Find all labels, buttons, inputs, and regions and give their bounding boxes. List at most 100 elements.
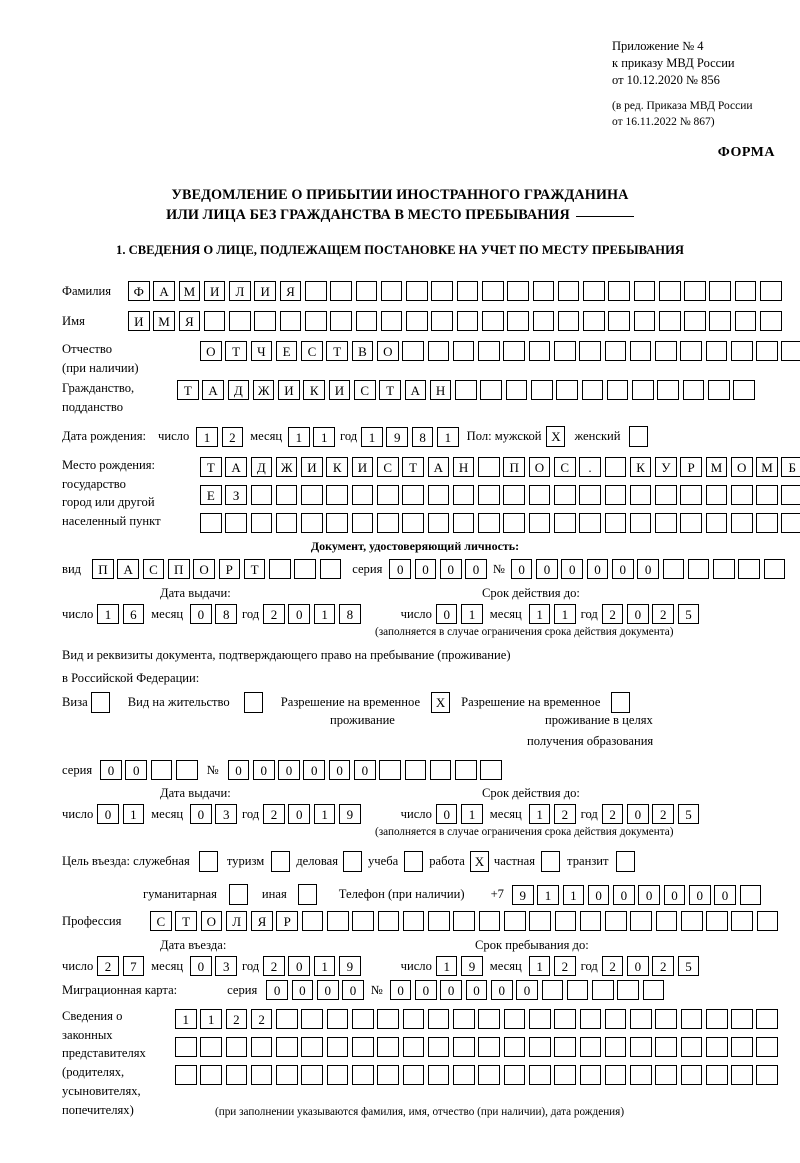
char-box[interactable]: 0 (561, 559, 584, 579)
char-box[interactable]: 2 (263, 956, 285, 976)
char-box[interactable] (326, 1009, 349, 1029)
char-box[interactable]: 1 (554, 604, 576, 624)
char-box[interactable]: 1 (313, 604, 336, 624)
char-box[interactable]: 1 (361, 426, 383, 447)
char-box[interactable] (404, 760, 427, 780)
char-box[interactable] (351, 1009, 374, 1029)
char-box[interactable] (376, 513, 399, 533)
char-box[interactable] (554, 1065, 576, 1085)
char-box[interactable]: И (128, 311, 150, 331)
char-box[interactable]: . (579, 457, 601, 477)
char-box[interactable]: 0 (291, 980, 314, 1000)
char-box[interactable] (301, 513, 323, 533)
char-box[interactable] (269, 559, 291, 579)
char-box[interactable] (554, 911, 577, 931)
char-box[interactable]: 1 (562, 884, 585, 905)
char-box[interactable] (604, 457, 627, 477)
char-box[interactable] (301, 1037, 323, 1057)
char-box[interactable] (705, 1037, 728, 1057)
char-box[interactable]: Р (218, 559, 241, 579)
char-box[interactable] (503, 1037, 526, 1057)
char-box[interactable]: 6 (122, 604, 145, 624)
char-box[interactable]: 2 (250, 1009, 273, 1029)
char-box[interactable]: 0 (435, 604, 458, 624)
char-box[interactable] (478, 1065, 500, 1085)
char-box[interactable]: Т (243, 559, 266, 579)
char-box[interactable] (655, 341, 677, 361)
char-box[interactable] (402, 485, 424, 505)
char-box[interactable] (150, 760, 173, 780)
char-box[interactable] (781, 485, 800, 505)
char-box[interactable]: 0 (328, 760, 351, 780)
char-box[interactable]: 0 (266, 980, 288, 1000)
char-box[interactable]: 1 (437, 426, 459, 447)
char-box[interactable] (203, 311, 226, 331)
char-box[interactable]: Т (200, 457, 222, 477)
char-box[interactable]: 0 (586, 559, 609, 579)
char-box[interactable]: 2 (652, 804, 674, 824)
char-box[interactable]: С (553, 457, 576, 477)
char-box[interactable]: 0 (536, 559, 558, 579)
char-box[interactable]: 0 (627, 956, 649, 976)
char-box[interactable] (330, 311, 352, 331)
char-box[interactable] (662, 559, 685, 579)
char-box[interactable]: 0 (97, 804, 119, 824)
char-box[interactable]: 1 (97, 604, 119, 624)
char-box[interactable] (452, 485, 475, 505)
char-box[interactable] (731, 1009, 753, 1029)
char-box[interactable] (377, 1065, 399, 1085)
char-box[interactable] (379, 760, 401, 780)
char-box[interactable]: А (117, 559, 139, 579)
purpose-official-checkbox[interactable] (198, 851, 218, 872)
char-box[interactable]: 1 (122, 804, 145, 824)
purpose-other-checkbox[interactable] (297, 884, 317, 905)
char-box[interactable] (507, 281, 529, 301)
char-box[interactable] (377, 1009, 399, 1029)
char-box[interactable] (583, 281, 605, 301)
char-box[interactable]: 0 (440, 980, 462, 1000)
char-box[interactable]: 0 (190, 956, 212, 976)
char-box[interactable] (402, 1009, 425, 1029)
char-box[interactable]: 0 (439, 559, 462, 579)
char-box[interactable] (680, 1009, 703, 1029)
char-box[interactable] (229, 311, 251, 331)
char-box[interactable]: 1 (537, 884, 559, 905)
char-box[interactable]: 9 (339, 956, 361, 976)
char-box[interactable] (503, 1065, 526, 1085)
char-box[interactable] (301, 485, 323, 505)
purpose-tourism-checkbox[interactable] (271, 851, 291, 872)
char-box[interactable] (427, 341, 450, 361)
char-box[interactable]: 2 (263, 804, 285, 824)
char-box[interactable]: З (225, 485, 247, 505)
char-box[interactable]: И (301, 457, 323, 477)
char-box[interactable]: Л (229, 281, 251, 301)
char-box[interactable]: 0 (638, 884, 660, 905)
char-box[interactable]: 3 (215, 804, 237, 824)
char-box[interactable]: 2 (221, 426, 244, 447)
char-box[interactable] (427, 485, 450, 505)
char-box[interactable] (456, 311, 479, 331)
char-box[interactable] (756, 911, 779, 931)
char-box[interactable] (528, 341, 551, 361)
char-box[interactable] (431, 281, 453, 301)
char-box[interactable]: С (142, 559, 165, 579)
char-box[interactable] (687, 559, 710, 579)
char-box[interactable] (630, 1037, 652, 1057)
char-box[interactable] (478, 1037, 500, 1057)
char-box[interactable] (478, 457, 500, 477)
char-box[interactable] (294, 559, 316, 579)
char-box[interactable] (402, 341, 424, 361)
char-box[interactable] (304, 281, 327, 301)
char-box[interactable]: 3 (215, 956, 237, 976)
char-box[interactable] (557, 281, 580, 301)
char-box[interactable]: К (326, 457, 348, 477)
char-box[interactable]: Т (175, 911, 197, 931)
char-box[interactable] (756, 485, 778, 505)
